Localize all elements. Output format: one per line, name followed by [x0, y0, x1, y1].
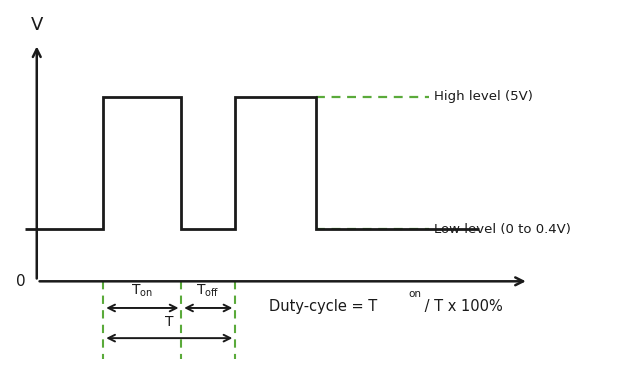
Text: 0: 0 [16, 274, 25, 289]
Text: Low level (0 to 0.4V): Low level (0 to 0.4V) [434, 222, 571, 236]
Text: on: on [408, 289, 421, 299]
Text: / T x 100%: / T x 100% [420, 300, 503, 314]
Text: T$_{\mathregular{off}}$: T$_{\mathregular{off}}$ [197, 282, 220, 299]
Text: V: V [30, 16, 43, 34]
Text: T$_{\mathregular{on}}$: T$_{\mathregular{on}}$ [131, 282, 154, 299]
Text: T: T [165, 315, 174, 329]
Text: High level (5V): High level (5V) [434, 90, 533, 104]
Text: Duty-cycle = T: Duty-cycle = T [269, 300, 377, 314]
